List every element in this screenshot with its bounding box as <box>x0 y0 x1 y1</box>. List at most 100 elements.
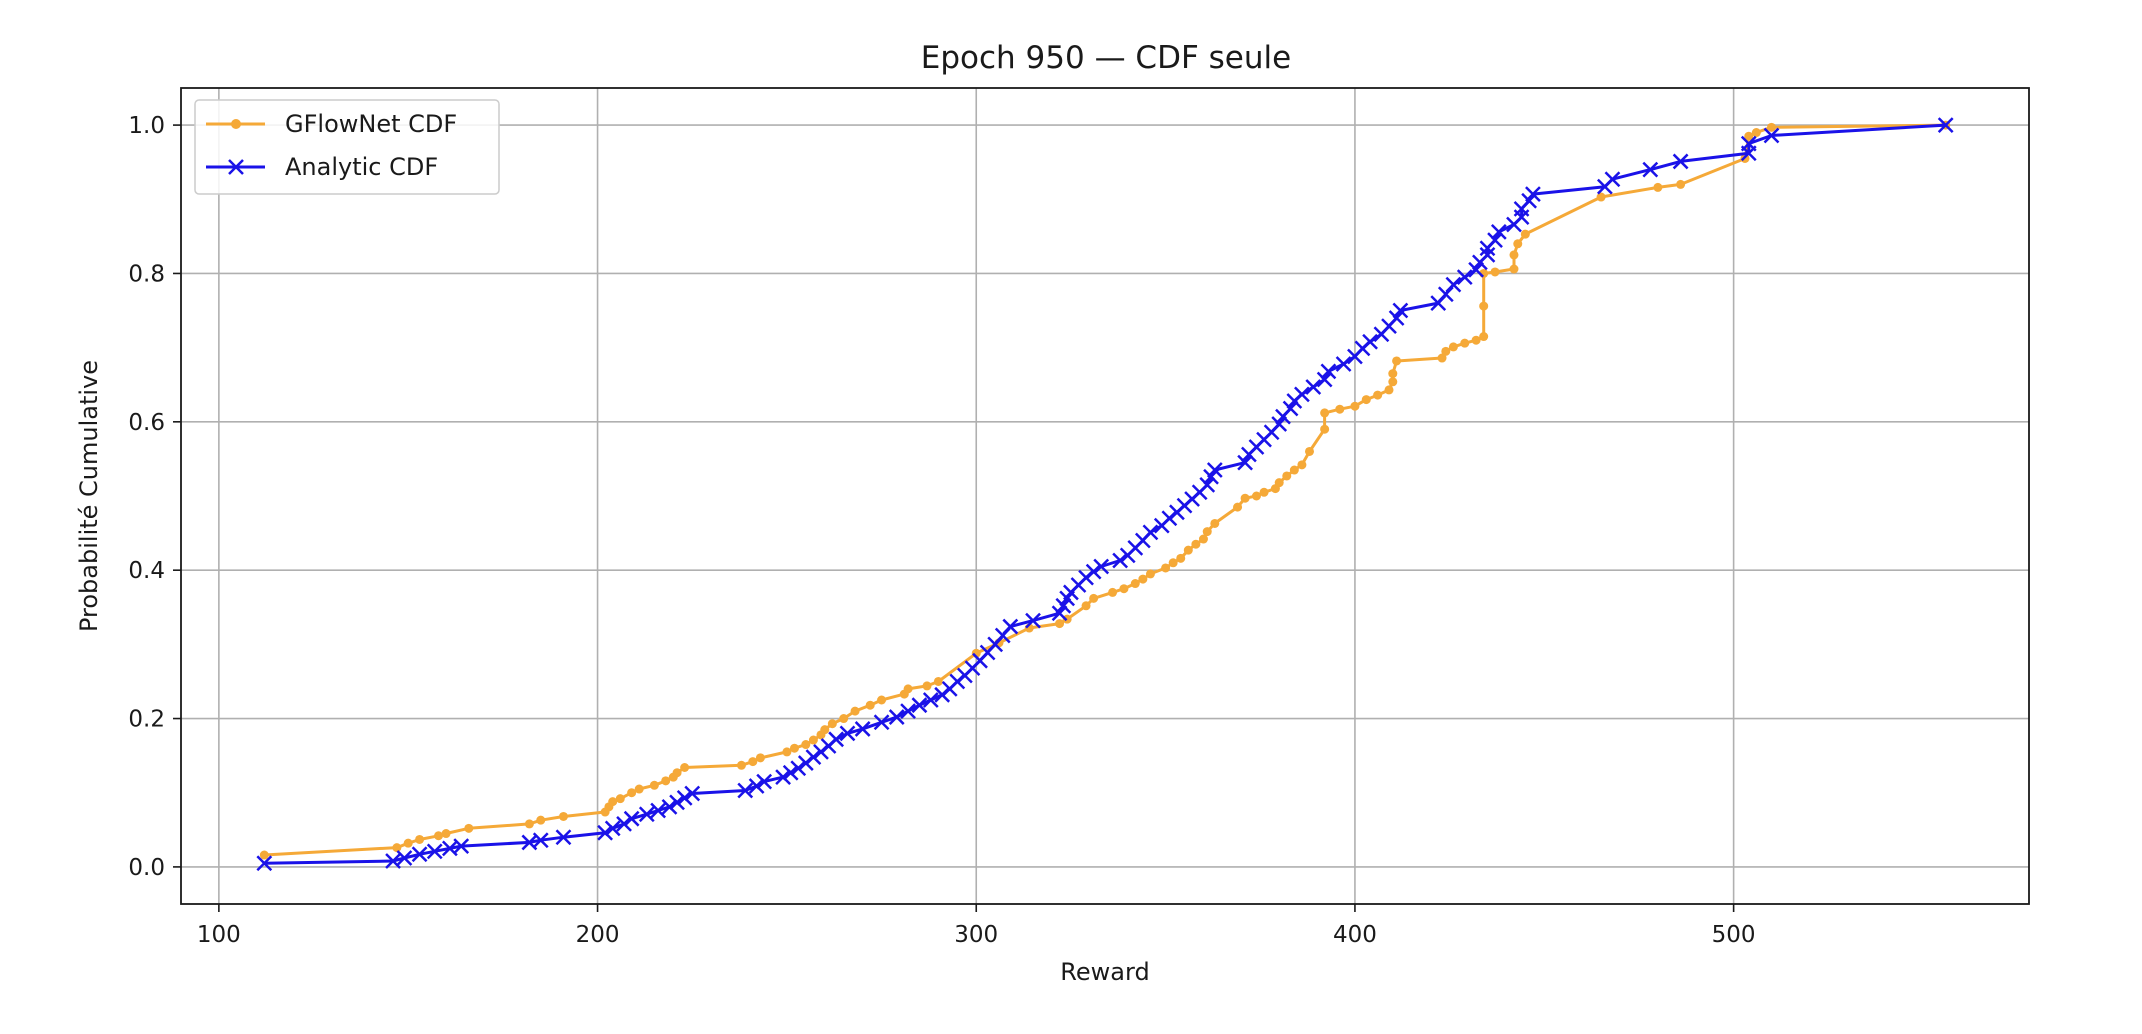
legend-label-gflownet: GFlowNet CDF <box>285 110 457 138</box>
analytic-cdf-point <box>828 731 845 748</box>
series-layer <box>256 117 1954 872</box>
gflownet-cdf-point <box>680 763 690 773</box>
gflownet-cdf-point <box>1384 385 1394 395</box>
gflownet-cdf-point <box>1210 518 1220 528</box>
gflownet-cdf-point <box>661 776 671 786</box>
analytic-cdf-point <box>873 714 890 731</box>
x-tick-label: 300 <box>954 922 998 948</box>
gflownet-cdf-point <box>1490 267 1500 277</box>
gflownet-cdf-point <box>392 843 402 853</box>
gflownet-cdf-point <box>1233 502 1243 512</box>
analytic-cdf-point <box>669 794 685 811</box>
gflownet-cdf-point <box>1361 395 1371 405</box>
analytic-cdf-point <box>782 764 799 781</box>
gflownet-cdf-point <box>1388 369 1398 379</box>
analytic-cdf-point <box>1335 356 1352 372</box>
analytic-cdf-point <box>1199 476 1216 493</box>
y-tick-label: 0.4 <box>128 558 165 584</box>
y-tick-label: 0.2 <box>128 707 165 733</box>
analytic-cdf-point <box>922 692 939 708</box>
gflownet-cdf-point <box>615 794 625 804</box>
analytic-cdf-point <box>1479 247 1496 263</box>
gflownet-cdf-point <box>801 740 811 750</box>
gflownet-cdf-point <box>839 714 849 724</box>
gflownet-cdf-point <box>1320 408 1330 418</box>
gflownet-cdf-point <box>536 815 546 825</box>
gflownet-cdf-point <box>403 838 413 848</box>
gflownet-cdf-point <box>1168 558 1178 568</box>
analytic-cdf-point <box>256 855 273 872</box>
x-tick-label: 400 <box>1333 922 1377 948</box>
gflownet-cdf-point <box>1479 301 1489 311</box>
gflownet-cdf-point <box>1373 390 1383 400</box>
analytic-cdf-point <box>1002 618 1019 635</box>
chart-title: Epoch 950 — CDF seule <box>921 40 1291 76</box>
grid-lines <box>181 88 2029 904</box>
x-tick-label: 200 <box>576 922 620 948</box>
legend-marker-analytic <box>228 159 244 175</box>
analytic-cdf-point <box>1487 232 1503 248</box>
analytic-cdf-point <box>839 725 856 742</box>
gflownet-cdf-point <box>755 753 765 763</box>
analytic-cdf-point <box>1388 310 1405 326</box>
analytic-cdf-point <box>1490 224 1507 240</box>
gflownet-cdf-point <box>1388 377 1398 387</box>
analytic-cdf-point <box>555 829 572 846</box>
gflownet-cdf-point <box>827 719 837 729</box>
gflownet-cdf-point <box>1138 574 1148 584</box>
analytic-cdf-point <box>748 778 765 794</box>
gflownet-cdf-point <box>808 735 818 745</box>
gflownet-cdf-point <box>1161 563 1171 573</box>
gflownet-cdf-point <box>558 811 568 821</box>
analytic-cdf-point <box>900 703 916 720</box>
analytic-cdf-point <box>1392 302 1409 319</box>
legend: GFlowNet CDF Analytic CDF <box>194 99 500 195</box>
gflownet-cdf-point <box>1520 229 1530 239</box>
analytic-cdf-point <box>1237 454 1253 471</box>
gflownet-cdf-point <box>1509 264 1519 274</box>
gflownet-cdf-point <box>1191 539 1201 549</box>
axis-ticks: 100 200 300 400 500 0.0 0.2 0.4 0.6 0.8 1.0 <box>128 113 1755 948</box>
gflownet-cdf-point <box>649 780 659 790</box>
gflownet-cdf-point <box>1183 545 1193 555</box>
gflownet-cdf-point <box>608 797 618 807</box>
x-tick-label: 100 <box>197 922 241 948</box>
gflownet-cdf-point <box>441 829 451 839</box>
analytic-cdf-point <box>532 832 549 849</box>
gflownet-cdf-point <box>1676 179 1686 189</box>
gflownet-cdf-point <box>1513 239 1523 249</box>
gflownet-cdf-point <box>922 681 932 691</box>
analytic-cdf-point <box>790 760 807 777</box>
gflownet-cdf-point <box>1751 128 1761 138</box>
gflownet-cdf-point <box>877 695 887 705</box>
analytic-cdf-point <box>597 824 614 841</box>
gflownet-cdf-point <box>1297 460 1307 470</box>
gflownet-cdf-point <box>464 823 474 833</box>
analytic-cdf-point <box>737 782 754 799</box>
analytic-cdf-line <box>264 123 1946 865</box>
gflownet-cdf-point <box>789 743 799 753</box>
legend-box <box>194 99 500 195</box>
analytic-cdf-point <box>426 843 443 860</box>
analytic-cdf-point <box>1294 386 1310 403</box>
analytic-cdf-point <box>1206 462 1223 478</box>
gflownet-cdf-point <box>1437 353 1447 363</box>
y-tick-label: 0.0 <box>128 855 165 881</box>
gflownet-cdf-point <box>1130 579 1140 589</box>
gflownet-cdf-point <box>1145 569 1155 579</box>
series-gflownet-cdf <box>259 120 1951 860</box>
gflownet-cdf-point <box>1479 332 1489 342</box>
analytic-cdf-point <box>650 802 667 819</box>
analytic-cdf-point <box>396 850 413 866</box>
gflownet-cdf-point <box>1259 487 1269 497</box>
gflownet-cdf-point <box>1198 534 1208 544</box>
y-tick-label: 0.6 <box>128 410 165 436</box>
analytic-cdf-point <box>1642 161 1659 178</box>
gflownet-cdf-point <box>1282 471 1292 481</box>
gflownet-cdf-point <box>1448 342 1458 352</box>
analytic-cdf-point <box>616 816 632 832</box>
analytic-cdf-point <box>775 769 791 786</box>
analytic-cdf-point <box>1320 363 1337 380</box>
gflownet-cdf-point <box>1392 356 1402 366</box>
